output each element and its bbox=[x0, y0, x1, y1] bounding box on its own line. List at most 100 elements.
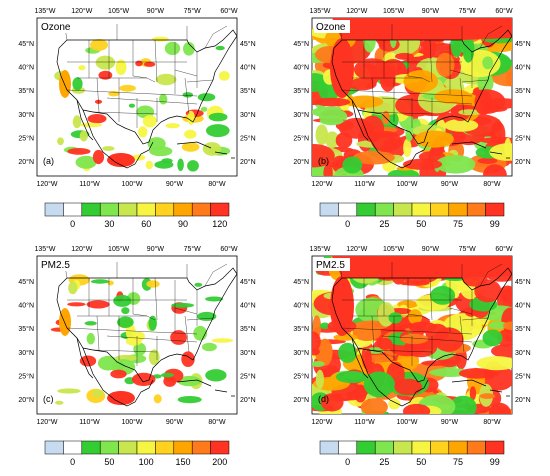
colorbar-cell bbox=[118, 440, 138, 455]
pollution-patch bbox=[206, 124, 230, 138]
colorbar-cell bbox=[63, 202, 83, 217]
colorbar-tick: 120 bbox=[212, 219, 227, 229]
lon-tick-top: 120°W bbox=[346, 245, 367, 253]
canada-border bbox=[64, 24, 228, 49]
pollution-patch bbox=[403, 138, 412, 157]
lon-tick-bottom: 80°W bbox=[208, 418, 226, 426]
colorbar-tick: 99 bbox=[490, 219, 500, 229]
pollution-patch bbox=[379, 65, 396, 92]
lon-tick-bottom: 90°W bbox=[166, 418, 184, 426]
pollution-patch bbox=[345, 95, 384, 108]
lat-tick-left: 30°N bbox=[293, 111, 309, 119]
panel-label: (b) bbox=[318, 156, 329, 166]
map-panel-c: 135°W 120°W 105°W 90°W 75°W 60°W 120°W 110°W 100… bbox=[18, 245, 256, 467]
colorbar-cell bbox=[338, 440, 358, 455]
pollution-patch bbox=[125, 336, 142, 346]
lat-tick-left: 20°N bbox=[18, 396, 34, 404]
caribbean-islands bbox=[176, 141, 235, 159]
pollution-patch bbox=[187, 160, 199, 172]
pollution-patch bbox=[95, 55, 116, 70]
pollution-patch bbox=[75, 155, 97, 169]
baja-coast bbox=[76, 337, 94, 379]
pollution-patch bbox=[414, 130, 454, 148]
colorbar-tick: 50 bbox=[416, 457, 426, 467]
lat-tick-right: 20°N bbox=[515, 396, 531, 404]
colorbar-cell bbox=[485, 202, 505, 217]
pollution-patch bbox=[211, 338, 234, 343]
pollution-patch bbox=[479, 393, 496, 399]
pollution-patch bbox=[87, 114, 107, 124]
pollution-patch bbox=[201, 342, 217, 352]
lon-tick-top: 105°W bbox=[383, 7, 404, 15]
colorbar-cell bbox=[136, 440, 156, 455]
pollution-patch bbox=[86, 300, 110, 309]
pollution-patch bbox=[312, 361, 325, 367]
panel-a: 135°W 120°W 105°W 90°W 75°W 60°W 120°W 110°W 100… bbox=[0, 0, 275, 238]
state-border bbox=[96, 52, 198, 122]
state-border bbox=[132, 69, 214, 128]
lon-tick-top: 135°W bbox=[309, 245, 330, 253]
pollution-patch bbox=[488, 402, 511, 414]
pollution-patch bbox=[360, 398, 388, 414]
pollution-patch bbox=[197, 311, 217, 321]
lat-tick-left: 25°N bbox=[293, 134, 309, 142]
panel-title: Ozone bbox=[41, 22, 71, 33]
lat-tick-right: 25°N bbox=[515, 134, 531, 142]
pollution-patch bbox=[338, 342, 357, 363]
colorbar-cell bbox=[191, 202, 211, 217]
colorbar-tick: 100 bbox=[139, 457, 154, 467]
state-border bbox=[363, 277, 451, 332]
pollution-patch bbox=[187, 110, 195, 125]
pollution-patch bbox=[183, 42, 195, 56]
pollution-patch bbox=[125, 324, 136, 340]
pollution-patch bbox=[138, 126, 148, 138]
state-border bbox=[371, 52, 473, 122]
state-border bbox=[341, 299, 473, 353]
us-border bbox=[56, 29, 237, 145]
lon-tick-bottom: 110°W bbox=[354, 180, 375, 188]
pollution-patch bbox=[117, 316, 134, 328]
pollution-patch bbox=[57, 137, 64, 146]
lon-tick-bottom: 110°W bbox=[79, 180, 100, 188]
pollution-patch bbox=[161, 372, 174, 378]
pollution-patch bbox=[181, 142, 200, 152]
pollution-patch bbox=[474, 90, 493, 116]
title-bg bbox=[39, 258, 75, 271]
pollution-patch bbox=[133, 342, 147, 356]
colorbar-cell bbox=[374, 440, 394, 455]
colorbar-cell bbox=[356, 202, 376, 217]
state-border bbox=[341, 61, 473, 115]
pollution-patch bbox=[200, 106, 208, 112]
lon-tick-bottom: 100°W bbox=[121, 180, 142, 188]
mexico-coast bbox=[82, 109, 154, 169]
colorbar-cell bbox=[99, 440, 119, 455]
lon-tick-top: 135°W bbox=[34, 7, 55, 15]
panel-title: Ozone bbox=[316, 22, 346, 33]
lon-tick-bottom: 100°W bbox=[121, 418, 142, 426]
pollution-patch bbox=[315, 369, 324, 390]
pollution-patch bbox=[153, 394, 162, 404]
pollution-patch bbox=[332, 256, 512, 278]
colorbar-cell bbox=[411, 440, 431, 455]
lon-tick-bottom: 80°W bbox=[483, 418, 501, 426]
lon-tick-top: 75°W bbox=[459, 245, 477, 253]
pollution-patch bbox=[402, 158, 443, 170]
pollution-patch bbox=[86, 332, 95, 345]
pollution-patch bbox=[113, 294, 132, 307]
pollution-patch bbox=[403, 70, 438, 93]
lat-tick-left: 45°N bbox=[293, 278, 309, 286]
colorbar-cell bbox=[448, 202, 468, 217]
lon-tick-top: 105°W bbox=[108, 7, 129, 15]
lat-tick-left: 35°N bbox=[293, 325, 309, 333]
pollution-patch bbox=[400, 333, 429, 345]
pollution-patch bbox=[92, 390, 104, 397]
lat-tick-right: 20°N bbox=[240, 396, 256, 404]
pollution-patch bbox=[143, 61, 156, 67]
pollution-patch bbox=[387, 169, 420, 176]
canada-border bbox=[339, 262, 503, 287]
lon-tick-bottom: 80°W bbox=[208, 180, 226, 188]
lat-tick-left: 30°N bbox=[293, 349, 309, 357]
lat-tick-right: 25°N bbox=[240, 134, 256, 142]
lon-tick-top: 60°W bbox=[220, 7, 238, 15]
state-border bbox=[66, 61, 198, 115]
